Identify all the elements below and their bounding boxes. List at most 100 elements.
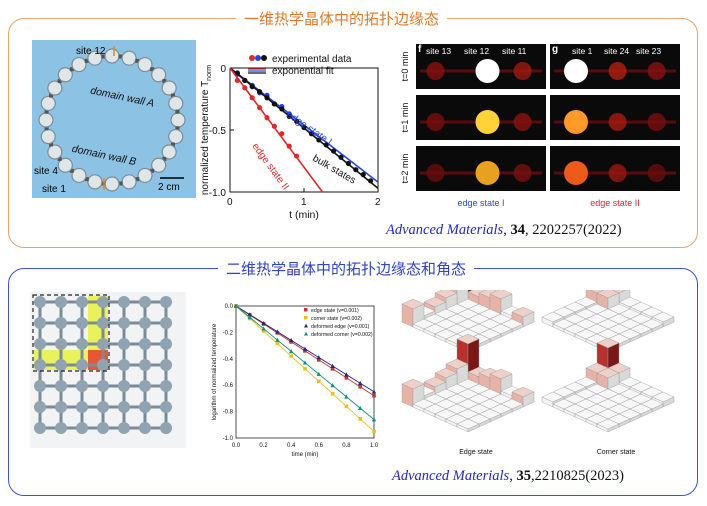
lattice-link-v	[101, 411, 105, 424]
ring-link	[69, 168, 74, 173]
lattice-link-v	[164, 390, 168, 403]
ring-link	[44, 109, 49, 114]
thermal-site	[647, 62, 666, 80]
ring-site	[121, 174, 137, 190]
thermal-site	[475, 161, 500, 185]
lattice-link-h	[44, 363, 57, 367]
chart1-point	[264, 115, 270, 121]
lattice-link-h	[149, 405, 162, 409]
lattice-site	[139, 380, 151, 392]
chart2-xtick-label: 0.4	[287, 443, 296, 449]
bar3d-plot	[541, 290, 675, 353]
chart2-point	[302, 346, 308, 351]
ring-site	[104, 48, 120, 64]
chart1-point	[323, 142, 329, 148]
lattice-link-v	[164, 327, 168, 340]
chart1-point	[279, 106, 285, 112]
chart2-point	[247, 315, 252, 320]
lattice-site	[76, 338, 88, 350]
lattice-2d	[30, 292, 186, 448]
lattice-link-h	[86, 405, 99, 409]
lattice-link-v	[164, 348, 168, 361]
ring-site	[104, 176, 120, 192]
citation-2-article: ,2210825(2023)	[530, 468, 624, 484]
lattice-site	[97, 338, 109, 350]
ring-link	[44, 126, 49, 131]
lattice-link-h	[65, 321, 78, 325]
ring-link	[135, 58, 140, 63]
ring-link	[118, 181, 123, 186]
lattice-link-h	[65, 363, 78, 367]
chart2-xlabel: time (min)	[292, 452, 319, 458]
ring-site	[57, 157, 73, 173]
lattice-link-v	[38, 348, 42, 361]
lattice-link-v	[143, 411, 147, 424]
chart1-ytick-label: -0.5	[209, 126, 227, 137]
lattice-site	[160, 380, 172, 392]
lattice-link-h	[149, 384, 162, 388]
ring-link	[49, 93, 54, 98]
lattice-link-h	[86, 342, 99, 346]
thermal-row-label: t=2 min	[400, 154, 410, 184]
lattice-link-v	[143, 390, 147, 403]
lattice-site	[118, 359, 130, 371]
lattice-link-v	[143, 327, 147, 340]
bar3d-side	[607, 423, 620, 433]
citation-1: Advanced Materials, 34, 2202257(2022)	[386, 222, 622, 238]
chart2-point	[303, 349, 307, 353]
chart2-point	[344, 372, 349, 377]
lattice-site	[97, 359, 109, 371]
chart2-legend-marker	[304, 308, 308, 312]
chart1-legend-experimental: experimental data	[272, 54, 352, 65]
lattice-site	[34, 359, 46, 371]
chart1-series-label: bulk states	[311, 153, 358, 186]
thermal-site-label-f: site 11	[502, 46, 527, 56]
bar3d-figures: Edge state Corner state	[401, 290, 675, 456]
lattice-site	[118, 401, 130, 413]
chart2-point	[303, 366, 307, 371]
lattice-site	[34, 317, 46, 329]
ring-site	[40, 95, 56, 112]
chart2-frame	[235, 305, 375, 439]
lattice-link-v	[122, 369, 126, 382]
chart2-point	[371, 417, 377, 422]
lattice-link-v	[122, 411, 126, 424]
lattice-link-h	[65, 384, 78, 388]
lattice-site	[34, 296, 46, 308]
lattice-link-h	[128, 405, 141, 409]
lattice-link-h	[128, 363, 141, 367]
chart2-point	[358, 405, 363, 410]
chart1-xtick-label: 2	[375, 197, 381, 208]
ring-site	[151, 67, 167, 83]
thermal-site-label-g: site 1	[572, 46, 593, 56]
lattice-link-h	[86, 300, 99, 304]
thermal-row-label: t=0 min	[400, 52, 410, 82]
lattice-link-v	[38, 327, 42, 340]
thermal-site-label-g: site 23	[636, 46, 661, 56]
ring-site	[47, 144, 63, 160]
chart1-ylabel: normalized temperature Tnorm	[200, 65, 213, 195]
chart1-point	[264, 95, 270, 101]
chart1-point	[345, 160, 351, 167]
chart1-point	[257, 105, 263, 111]
lattice-site	[55, 359, 67, 371]
chart1-xtick-label: 1	[301, 197, 307, 208]
thermal-site	[513, 113, 532, 131]
lattice-site	[34, 401, 46, 413]
lattice-link-v	[80, 327, 84, 340]
chart1-point	[242, 77, 248, 83]
ring-link	[49, 142, 54, 147]
bar3d-side	[467, 423, 480, 433]
chart2-ylabel: logarithm of normalized temperature	[212, 323, 218, 420]
lattice-site	[160, 317, 172, 329]
lattice-site	[139, 422, 151, 434]
lattice-link-v	[101, 348, 105, 361]
lattice-link-v	[59, 327, 63, 340]
lattice-site	[34, 338, 46, 350]
lattice-link-h	[128, 426, 141, 430]
ring-site	[57, 67, 73, 83]
bar3d-side	[522, 391, 535, 408]
lattice-site	[160, 422, 172, 434]
lattice-link-v	[164, 369, 168, 382]
chart2-legend-marker	[304, 316, 308, 320]
